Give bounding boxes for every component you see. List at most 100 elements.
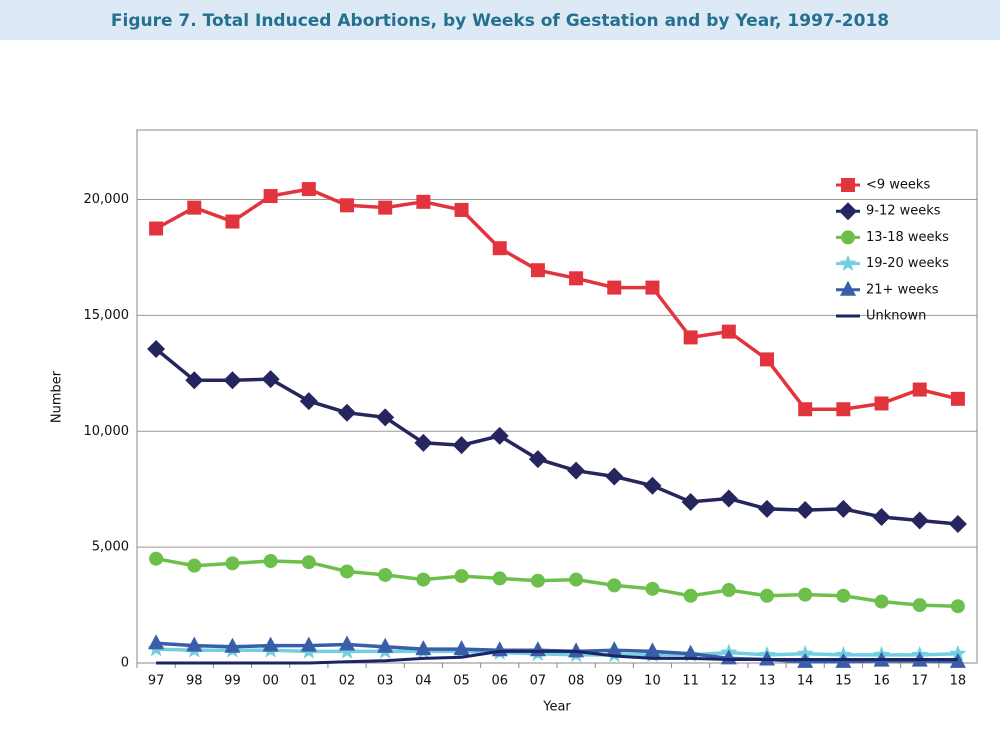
legend-marker [841,178,855,192]
x-tick-label: 06 [491,674,508,689]
data-point [760,588,774,603]
data-point [874,594,889,609]
y-axis-label: Number [50,370,65,423]
x-axis-label: Year [542,700,571,715]
data-point [682,644,699,660]
data-point [185,371,204,390]
series-line [156,649,958,665]
data-point [492,241,507,256]
data-point [415,640,432,656]
legend-marker [839,202,857,221]
data-point [836,588,851,603]
data-point [645,280,660,295]
data-point [721,324,736,339]
data-point [798,402,813,417]
data-point [223,371,242,390]
x-tick-label: 12 [721,674,738,689]
data-point [340,198,354,213]
data-point [949,652,966,668]
data-point [798,587,813,602]
x-tick-label: 02 [339,674,356,689]
data-point [758,499,776,518]
data-point [530,263,545,278]
title-band [0,0,1000,40]
data-point [376,408,395,427]
data-point [912,598,927,613]
data-point [948,514,967,533]
data-point [644,642,661,658]
data-point [530,573,545,588]
data-point [186,636,203,652]
y-tick-label: 20,000 [84,192,130,207]
data-point [452,436,471,455]
x-tick-label: 15 [835,674,852,689]
data-point [224,637,241,653]
series-line [156,647,958,657]
data-point [796,644,814,661]
x-tick-label: 16 [873,674,890,689]
data-point [338,403,356,422]
data-point [261,370,280,389]
legend-label: 21+ weeks [866,282,939,297]
data-point [263,189,278,204]
x-tick-label: 99 [224,674,241,689]
x-tick-label: 97 [148,674,165,689]
data-point [301,555,316,570]
x-tick-label: 11 [682,674,699,689]
legend-label: 9-12 weeks [866,204,941,219]
data-point [834,499,853,518]
data-point [340,564,354,579]
x-tick-label: 08 [568,674,585,689]
data-point [645,581,660,596]
legend-label: Unknown [866,309,926,324]
legend-marker [841,230,855,245]
data-point [378,200,393,215]
x-tick-label: 09 [606,674,623,689]
chart-title: Figure 7. Total Induced Abortions, by We… [111,11,889,31]
data-point [300,636,317,652]
data-point [872,508,891,527]
y-tick-label: 10,000 [84,424,130,439]
data-point [453,640,470,656]
data-point [263,554,278,569]
data-point [719,489,738,508]
x-tick-label: 98 [186,674,203,689]
data-point [721,583,736,598]
data-point [377,637,394,653]
data-point [569,572,584,587]
series-line [155,187,959,411]
data-point [950,599,965,614]
data-point [492,571,507,586]
data-point [796,501,815,520]
data-point [416,194,431,209]
data-point [378,567,393,582]
data-point [148,634,165,650]
x-tick-label: 00 [262,674,279,689]
x-tick-label: 04 [415,674,432,689]
data-point [528,450,547,469]
data-point [912,382,927,397]
legend-marker [840,280,856,296]
x-tick-label: 14 [797,674,814,689]
data-point [338,642,356,659]
data-point [760,352,774,367]
data-point [149,221,164,236]
data-point [836,402,851,417]
x-tick-label: 10 [644,674,661,689]
data-point [225,556,240,571]
data-point [147,339,166,358]
y-tick-label: 5,000 [92,540,129,555]
data-point [149,551,164,566]
data-point [567,461,586,480]
legend-marker [839,254,857,271]
x-tick-label: 03 [377,674,394,689]
data-point [416,572,431,587]
data-point [262,636,279,652]
data-point [607,578,622,593]
x-tick-label: 13 [759,674,776,689]
x-tick-label: 01 [301,674,318,689]
data-point [187,558,202,573]
data-point [607,280,622,295]
